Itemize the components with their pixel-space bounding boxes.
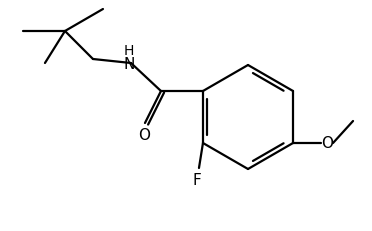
Text: O: O bbox=[138, 128, 150, 143]
Text: H: H bbox=[124, 44, 134, 58]
Text: F: F bbox=[193, 173, 201, 188]
Text: O: O bbox=[321, 136, 333, 151]
Text: N: N bbox=[123, 57, 135, 72]
